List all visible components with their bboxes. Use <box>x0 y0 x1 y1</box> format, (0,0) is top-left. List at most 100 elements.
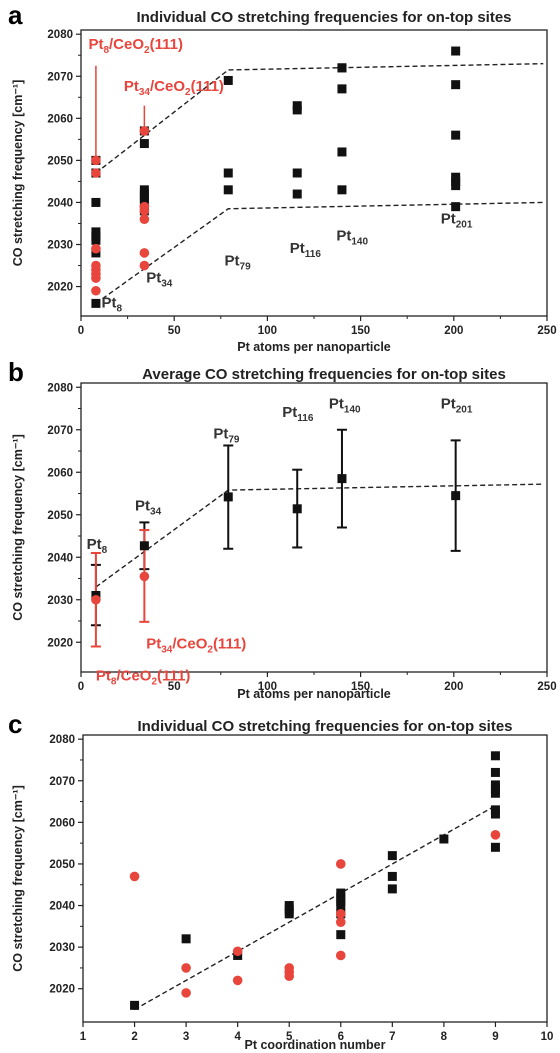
data-point-square <box>490 780 500 790</box>
data-point-square <box>337 84 347 94</box>
annotation-suffix: /CeO <box>109 36 144 53</box>
trend-line <box>134 805 496 1011</box>
chart-title: Individual CO stretching frequencies for… <box>137 718 512 735</box>
data-point-square <box>451 202 461 212</box>
data-point-square <box>337 63 347 73</box>
data-point-square <box>139 139 149 149</box>
x-tick-label: 7 <box>389 1031 395 1043</box>
annotation-label: Pt140 <box>336 227 368 247</box>
annotation-label: Pt201 <box>441 210 473 230</box>
data-point-square <box>451 46 461 56</box>
data-point-circle <box>490 830 501 840</box>
annotation-text: Pt <box>441 210 456 227</box>
y-tick-label: 2040 <box>47 197 73 209</box>
annotation-label: Pt79 <box>213 425 240 445</box>
y-tick-label: 2070 <box>47 71 73 83</box>
data-point-circle <box>335 917 346 927</box>
x-tick-label: 150 <box>351 681 370 693</box>
annotation-subscript: 34 <box>161 645 173 656</box>
data-point-circle <box>91 168 101 178</box>
annotation-subscript: 2 <box>207 645 213 656</box>
annotation-suffix: (111) <box>191 78 224 95</box>
data-point-circle <box>91 260 101 271</box>
x-tick-label: 100 <box>258 325 277 337</box>
data-point-square <box>387 884 397 894</box>
annotation-text: Pt <box>146 269 161 286</box>
y-tick-label: 2060 <box>47 467 73 479</box>
x-tick-label: 1 <box>80 1031 87 1043</box>
annotation-label: Pt8 <box>102 295 123 315</box>
x-tick-label: 100 <box>258 681 277 693</box>
data-point-square <box>337 474 347 484</box>
annotation-label: Pt116 <box>282 404 314 424</box>
data-point-circle <box>91 155 101 166</box>
annotation-suffix: (111) <box>213 636 246 653</box>
data-point-square <box>490 842 500 852</box>
data-point-circle <box>91 243 101 254</box>
annotation-subscript: 8 <box>111 677 117 688</box>
data-point-circle <box>284 963 295 973</box>
data-point-circle <box>139 201 150 212</box>
data-point-square <box>451 80 461 90</box>
x-tick-label: 50 <box>168 325 181 337</box>
chart-panel-b: b Average CO stretching frequencies for o… <box>8 357 557 701</box>
annotation-subscript: 8 <box>117 304 123 315</box>
annotation-subscript: 2 <box>151 677 157 688</box>
data-point-circle <box>139 260 150 271</box>
x-tick-label: 4 <box>234 1031 241 1043</box>
data-point-square <box>490 751 500 761</box>
annotation-suffix: (111) <box>150 36 183 53</box>
y-tick-label: 2030 <box>47 595 73 607</box>
x-tick-label: 150 <box>351 325 370 337</box>
annotation-subscript: 140 <box>351 236 368 247</box>
annotation-text: Pt <box>282 404 297 421</box>
annotation-subscript: 2 <box>144 45 150 56</box>
data-point-square <box>223 492 233 502</box>
data-point-circle <box>181 988 191 998</box>
data-point-circle <box>139 571 150 582</box>
data-point-circle <box>129 871 140 882</box>
data-point-square <box>451 130 461 140</box>
x-tick-label: 250 <box>537 681 556 693</box>
annotation-label: Pt34 <box>135 498 162 518</box>
y-tick-label: 2080 <box>47 29 73 41</box>
data-point-square <box>91 227 101 237</box>
data-point-circle <box>335 909 346 919</box>
annotation-text: Pt <box>96 668 111 685</box>
annotation-label: Pt34/CeO2(111) <box>124 78 224 98</box>
x-tick-label: 250 <box>537 325 556 337</box>
annotation-subscript: 34 <box>139 87 151 98</box>
data-point-square <box>439 834 449 844</box>
annotation-subscript: 34 <box>161 278 173 289</box>
annotation-text: Pt <box>135 498 150 515</box>
y-tick-label: 2080 <box>49 734 75 746</box>
chart-title: Average CO stretching frequencies for on… <box>142 366 506 383</box>
annotation-label: Pt116 <box>290 240 322 260</box>
annotation-text: Pt <box>441 396 456 413</box>
annotation-text: Pt <box>336 227 351 244</box>
annotation-label: Pt8/CeO2(111) <box>88 36 183 56</box>
annotation-subscript: 34 <box>150 507 162 518</box>
y-tick-label: 2050 <box>47 510 73 522</box>
annotation-subscript: 116 <box>305 249 322 260</box>
x-tick-label: 200 <box>444 681 463 693</box>
data-point-circle <box>91 285 101 296</box>
data-point-square <box>387 851 397 861</box>
y-tick-label: 2070 <box>47 425 73 437</box>
trend-line <box>95 483 544 588</box>
panel-letter: b <box>8 357 24 387</box>
y-tick-label: 2070 <box>49 776 75 788</box>
y-tick-label: 2060 <box>49 817 75 829</box>
y-tick-label: 2030 <box>49 942 75 954</box>
data-point-square <box>139 185 149 195</box>
annotation-subscript: 79 <box>240 262 252 273</box>
data-point-square <box>490 805 500 815</box>
x-tick-label: 200 <box>444 325 463 337</box>
annotation-label: Pt8 <box>87 536 108 556</box>
plot-frame <box>82 734 548 1023</box>
data-point-square <box>337 147 347 157</box>
y-tick-label: 2060 <box>47 113 73 125</box>
annotation-text: Pt <box>213 425 228 442</box>
data-point-square <box>91 197 101 207</box>
